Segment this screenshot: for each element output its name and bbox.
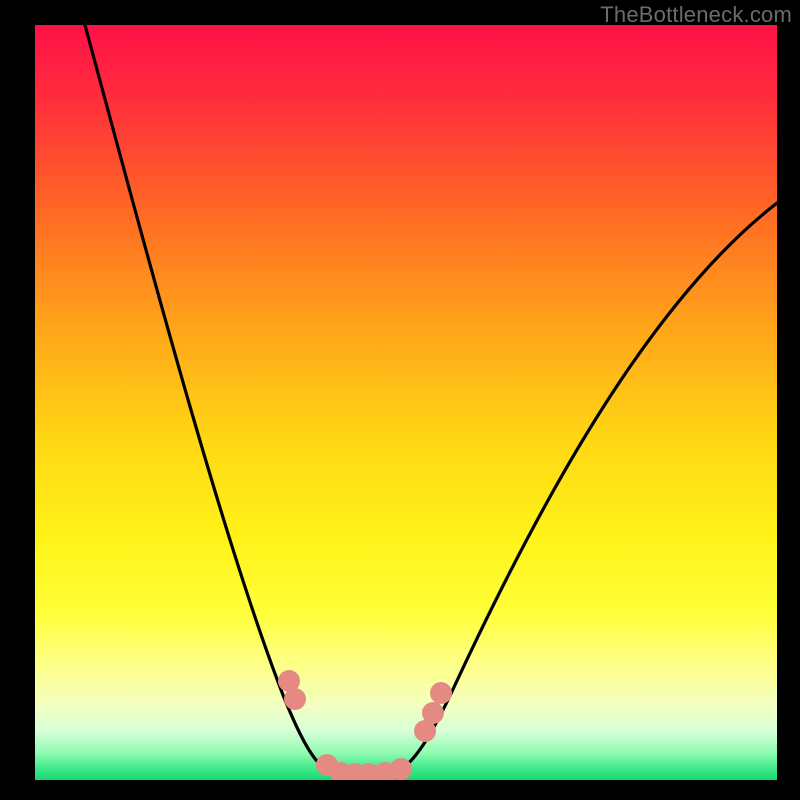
data-marker bbox=[284, 688, 306, 710]
chart-container: TheBottleneck.com bbox=[0, 0, 800, 800]
data-marker bbox=[390, 758, 412, 780]
plot-area bbox=[35, 25, 777, 780]
curve-right-branch bbox=[395, 203, 777, 773]
curve-layer bbox=[35, 25, 777, 780]
data-marker bbox=[422, 702, 444, 724]
curve-left-branch bbox=[85, 25, 331, 772]
marker-group bbox=[278, 670, 452, 780]
data-marker bbox=[430, 682, 452, 704]
